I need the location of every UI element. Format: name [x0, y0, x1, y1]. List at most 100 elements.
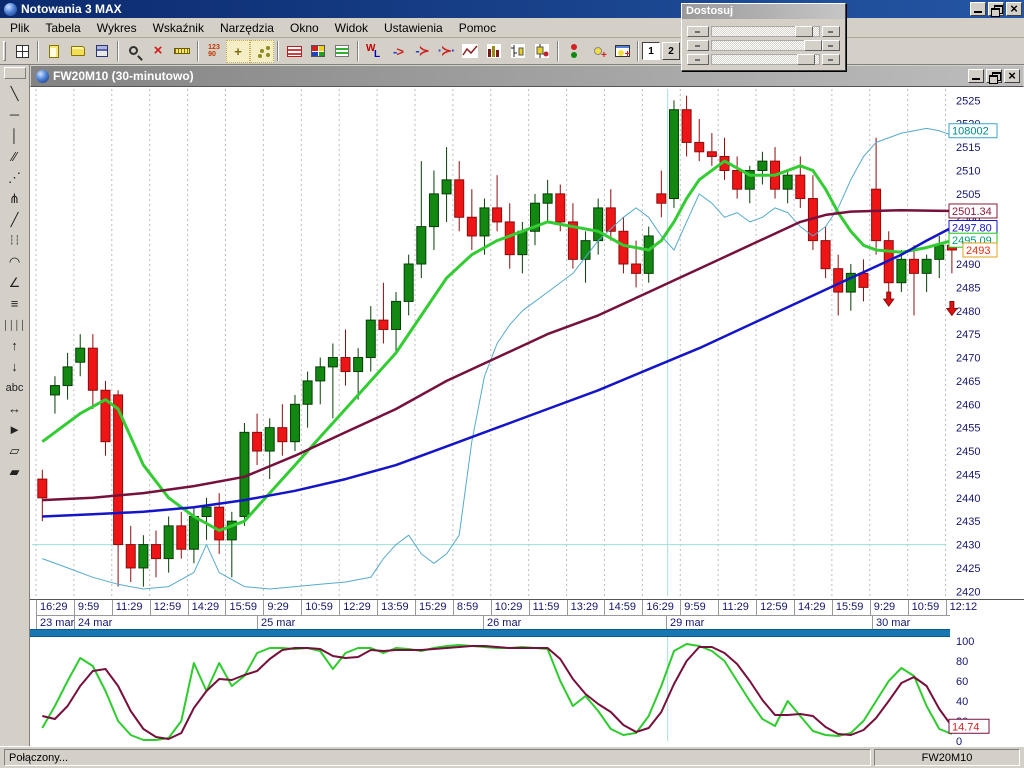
delete-icon[interactable]: ×: [153, 42, 163, 59]
ohlc-icon[interactable]: [506, 40, 530, 63]
view-button-1[interactable]: 1: [642, 42, 660, 60]
view-button-2[interactable]: 2: [662, 42, 680, 60]
time-label: 9:59: [680, 600, 718, 615]
menu-wskaźnik[interactable]: Wskaźnik: [152, 20, 204, 35]
pattern-icon[interactable]: [250, 39, 274, 63]
slider-end-button[interactable]: [822, 40, 840, 51]
slider-left-button[interactable]: [687, 40, 709, 51]
open-icon[interactable]: [66, 40, 90, 63]
slider-thumb[interactable]: [796, 54, 815, 65]
tool-gann-fan[interactable]: ∠: [8, 274, 21, 290]
tool-time-zones[interactable]: ┆┆: [9, 235, 20, 245]
tool-fib-time[interactable]: ││││: [3, 319, 26, 330]
tool-parallel-lines[interactable]: ∕∕: [12, 149, 17, 164]
chart-minimize-button[interactable]: [968, 69, 984, 83]
tool-arrow-down[interactable]: ↓: [11, 359, 18, 374]
svg-text:2425: 2425: [956, 563, 980, 575]
tool-vertical-line[interactable]: │: [10, 128, 19, 143]
slider-track[interactable]: [711, 40, 823, 51]
linechart-icon[interactable]: [458, 40, 482, 63]
slider-left-button[interactable]: [687, 26, 709, 37]
price-chart[interactable]: 2420 2425 2430 2435 2440 2445 2450 2455 2460 2465…: [30, 87, 1024, 599]
chart-title: FW20M10 (30-minutowo): [53, 69, 194, 83]
new-icon[interactable]: [42, 40, 66, 63]
close-button[interactable]: [1006, 2, 1022, 16]
slider-end-button[interactable]: [822, 26, 840, 37]
addmark-icon[interactable]: [586, 40, 610, 63]
list-icon[interactable]: [330, 40, 354, 63]
drawing-tools-sidebar: ╲ ─ │ ∕∕ ⋰ ⋔ ╱ ┆┆ ◠ ∠ ≡ ││││ ↑ ↓ abc ↔ ► ▱ ▰: [0, 65, 30, 746]
svg-text:2465: 2465: [956, 376, 980, 388]
chart-restore-button[interactable]: [986, 69, 1002, 84]
toolbar-grip[interactable]: [3, 41, 6, 61]
menu-widok[interactable]: Widok: [334, 20, 369, 35]
sig3-icon[interactable]: ·≻·: [437, 43, 456, 58]
measure-icon[interactable]: [170, 40, 194, 63]
svg-text:2470: 2470: [956, 353, 980, 365]
slider-thumb[interactable]: [795, 26, 814, 37]
dialog-slider-2[interactable]: [687, 40, 840, 51]
chart-close-button[interactable]: [1004, 69, 1020, 83]
dialog-slider-1[interactable]: [687, 26, 840, 37]
addchart-icon[interactable]: [610, 40, 634, 63]
slider-left-button[interactable]: [687, 54, 709, 65]
tool-ray-line[interactable]: ╱: [10, 211, 19, 227]
tool-horizontal-line[interactable]: ─: [9, 107, 20, 122]
time-label: 14:29: [187, 600, 226, 615]
slider-track[interactable]: [711, 54, 820, 65]
dialog-title[interactable]: Dostosuj: [682, 4, 845, 19]
sidebar-grip[interactable]: [3, 67, 26, 79]
dostosuj-dialog[interactable]: Dostosuj: [681, 3, 846, 71]
svg-text:2490: 2490: [956, 259, 980, 271]
time-label: 14:59: [604, 600, 642, 615]
time-label: 15:59: [225, 600, 263, 615]
barchart-icon[interactable]: [482, 40, 506, 63]
date-label: 29 mar: [666, 615, 872, 630]
buysell-icon[interactable]: [562, 40, 586, 63]
tool-fib-retracement[interactable]: ≡: [10, 296, 19, 311]
save-icon[interactable]: [90, 40, 114, 63]
date-label: 26 mar: [483, 615, 666, 630]
crosshair-icon[interactable]: +: [226, 39, 250, 63]
tool-text-label[interactable]: abc: [5, 381, 24, 394]
tool-eraser[interactable]: ▱: [9, 442, 20, 458]
status-symbol: FW20M10: [874, 749, 1020, 766]
panel-splitter[interactable]: [30, 629, 1024, 637]
tool-pitchfork[interactable]: ⋔: [9, 190, 20, 206]
menu-ustawienia[interactable]: Ustawienia: [384, 20, 443, 35]
menu-narzędzia[interactable]: Narzędzia: [219, 20, 274, 35]
tool-trend-line[interactable]: ╲: [10, 85, 19, 101]
menu-okno[interactable]: Okno: [289, 20, 319, 35]
slider-end-button[interactable]: [822, 54, 840, 65]
menu-plik[interactable]: Plik: [10, 20, 30, 35]
tool-arrow-up[interactable]: ↑: [11, 338, 18, 353]
table-icon[interactable]: [282, 40, 306, 63]
menu-tabela[interactable]: Tabela: [45, 20, 81, 35]
tool-fan-lines[interactable]: ⋰: [8, 169, 21, 185]
tool-arcs[interactable]: ◠: [8, 253, 21, 269]
slider-track[interactable]: [711, 26, 820, 37]
svg-text:2525: 2525: [956, 95, 980, 107]
menu-pomoc[interactable]: Pomoc: [458, 20, 497, 35]
dialog-slider-3[interactable]: [687, 54, 840, 65]
sig1-icon[interactable]: ->: [393, 43, 404, 59]
numbers-icon[interactable]: 123 90: [208, 44, 220, 58]
candle-icon[interactable]: [530, 40, 554, 63]
minimize-button[interactable]: [970, 2, 986, 16]
slider-thumb[interactable]: [804, 40, 823, 51]
svg-text:100: 100: [956, 637, 974, 648]
restore-button[interactable]: [988, 2, 1004, 17]
zoom-icon[interactable]: [122, 40, 146, 63]
oscillator-chart[interactable]: 10080604020014.74: [30, 637, 1024, 746]
tool-eraser-filled[interactable]: ▰: [9, 463, 20, 479]
workspace-icon[interactable]: [10, 40, 34, 63]
time-label: 15:29: [414, 600, 453, 615]
tool-expand-horizontal[interactable]: ↔: [8, 401, 21, 416]
menu-wykres[interactable]: Wykres: [96, 20, 137, 35]
quotes-icon[interactable]: [306, 40, 330, 63]
time-label: 12:59: [756, 600, 794, 615]
tool-pointer[interactable]: ►: [8, 422, 21, 437]
chart-window: FW20M10 (30-minutowo) 242024252430243524…: [30, 65, 1024, 746]
sig2-icon[interactable]: -≻: [415, 43, 429, 58]
